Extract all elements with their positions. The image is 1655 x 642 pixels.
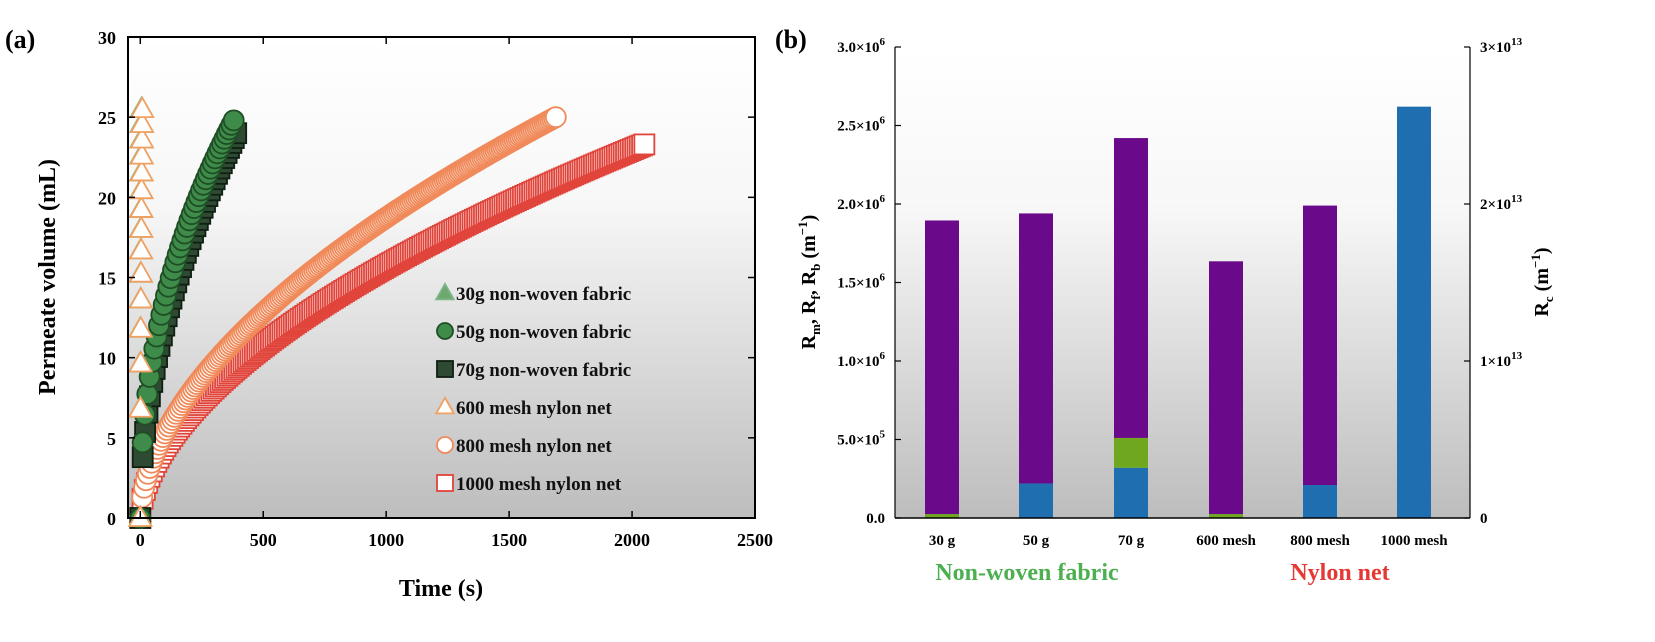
panel-a: (a) 0 500 1000 1500 2000 2500 0 5 10 15 20 25 30 Tim… [5,25,773,602]
x-tick-label: 1500 [491,530,527,550]
data-point [128,350,154,373]
bar-segment [1019,213,1053,484]
series-600-mesh-nylon-net [127,95,155,527]
legend-a: 30g non-woven fabric 50g non-woven fabric… [434,281,631,495]
category-label: 800 mesh [1290,533,1350,549]
panel-b-label: (b) [775,25,807,54]
data-point [128,195,154,218]
y-axis-label-a: Permeate volume (mL) [35,159,61,395]
y-tick-label: 30 [98,28,116,48]
data-point [131,431,154,454]
right-tick-label: 3×1013 [1480,36,1523,56]
data-point [128,286,154,309]
data-point [128,215,154,238]
right-tick-label: 0 [1480,511,1488,527]
panel-a-label: (a) [5,25,35,54]
category-label: 1000 mesh [1380,533,1448,549]
data-point [129,110,155,133]
group-label-nylon-net: Nylon net [1290,560,1389,586]
y-tick-label: 20 [98,188,116,208]
group-label-non-woven-fabric: Non-woven fabric [935,560,1119,586]
legend-marker [436,322,454,340]
x-tick-label: 0 [136,530,145,550]
panel-b-ticks: 0.0 5.0×105 1.0×106 1.5×106 2.0×106 2.5×106 3.… [837,36,1522,549]
y-axis-label-b-right: Rc (m−1) [1528,247,1556,316]
category-label: 50 g [1023,533,1050,549]
plot-b-background [895,47,1470,518]
bar-segment [1114,437,1148,468]
data-point [129,95,155,119]
bar-segment [1303,205,1337,486]
y-tick-label: 25 [98,108,116,128]
left-tick-label: 5.0×105 [837,429,885,449]
data-point [127,395,153,418]
left-tick-label: 3.0×106 [837,36,885,56]
y-tick-label: 10 [98,349,116,369]
left-tick-label: 1.0×106 [837,350,885,370]
bar-segment [1019,483,1053,518]
legend-marker [436,436,454,454]
panel-b: (b) 0.0 5.0×105 1.0×106 1.5×106 2.0×106 2.5×1… [775,25,1556,586]
bar-segment [1303,485,1337,518]
right-tick-label: 2×1013 [1480,193,1523,213]
left-tick-label: 2.0×106 [837,193,885,213]
bar-segment [925,514,959,518]
left-tick-label: 2.5×106 [837,115,885,135]
series-1000-mesh-nylon-net [129,133,656,529]
left-tick-label: 0.0 [866,511,885,527]
y-tick-label: 15 [98,269,116,289]
legend-marker [434,395,456,415]
x-tick-label: 2500 [737,530,773,550]
data-point [129,142,155,165]
bar-segment [1114,467,1148,518]
panel-b-bars [925,106,1431,518]
legend-label: 600 mesh nylon net [456,398,612,419]
category-label: 70 g [1118,533,1145,549]
legend-label: 50g non-woven fabric [456,322,631,343]
panel-a-ticks: 0 500 1000 1500 2000 2500 0 5 10 15 20 25 30 [98,28,773,550]
legend-marker [434,281,456,301]
legend-label: 800 mesh nylon net [456,436,612,457]
category-label: 600 mesh [1196,533,1256,549]
legend-marker [436,360,454,378]
data-point [129,159,155,182]
data-point [129,176,155,200]
legend-marker [436,474,454,492]
data-point [544,106,567,129]
bar-segment [1209,261,1243,515]
y-tick-label: 5 [107,429,116,449]
x-tick-label: 500 [250,530,277,550]
legend-label: 70g non-woven fabric [456,360,631,381]
bar-segment [925,220,959,515]
left-tick-label: 1.5×106 [837,272,885,292]
data-point [128,315,154,338]
bar-segment [1114,138,1148,438]
legend-label: 30g non-woven fabric [456,284,631,305]
x-tick-label: 2000 [614,530,650,550]
series-800-mesh-nylon-net [129,106,567,529]
y-axis-label-b-left: Rm, Rf, Rb (m−1) [795,215,823,350]
right-tick-label: 1×1013 [1480,350,1523,370]
y-tick-label: 0 [107,509,116,529]
data-point [128,237,154,260]
data-point [633,133,656,156]
x-tick-label: 1000 [368,530,404,550]
x-axis-label-a: Time (s) [399,576,483,602]
series-50g-non-woven-fabric [129,109,245,529]
category-label: 30 g [929,533,956,549]
bar-segment [1209,514,1243,518]
panel-a-points [127,95,656,529]
data-point [222,109,245,132]
data-point [128,260,154,283]
data-point [129,126,155,149]
legend-label: 1000 mesh nylon net [456,474,622,495]
bar-segment [1397,106,1431,518]
